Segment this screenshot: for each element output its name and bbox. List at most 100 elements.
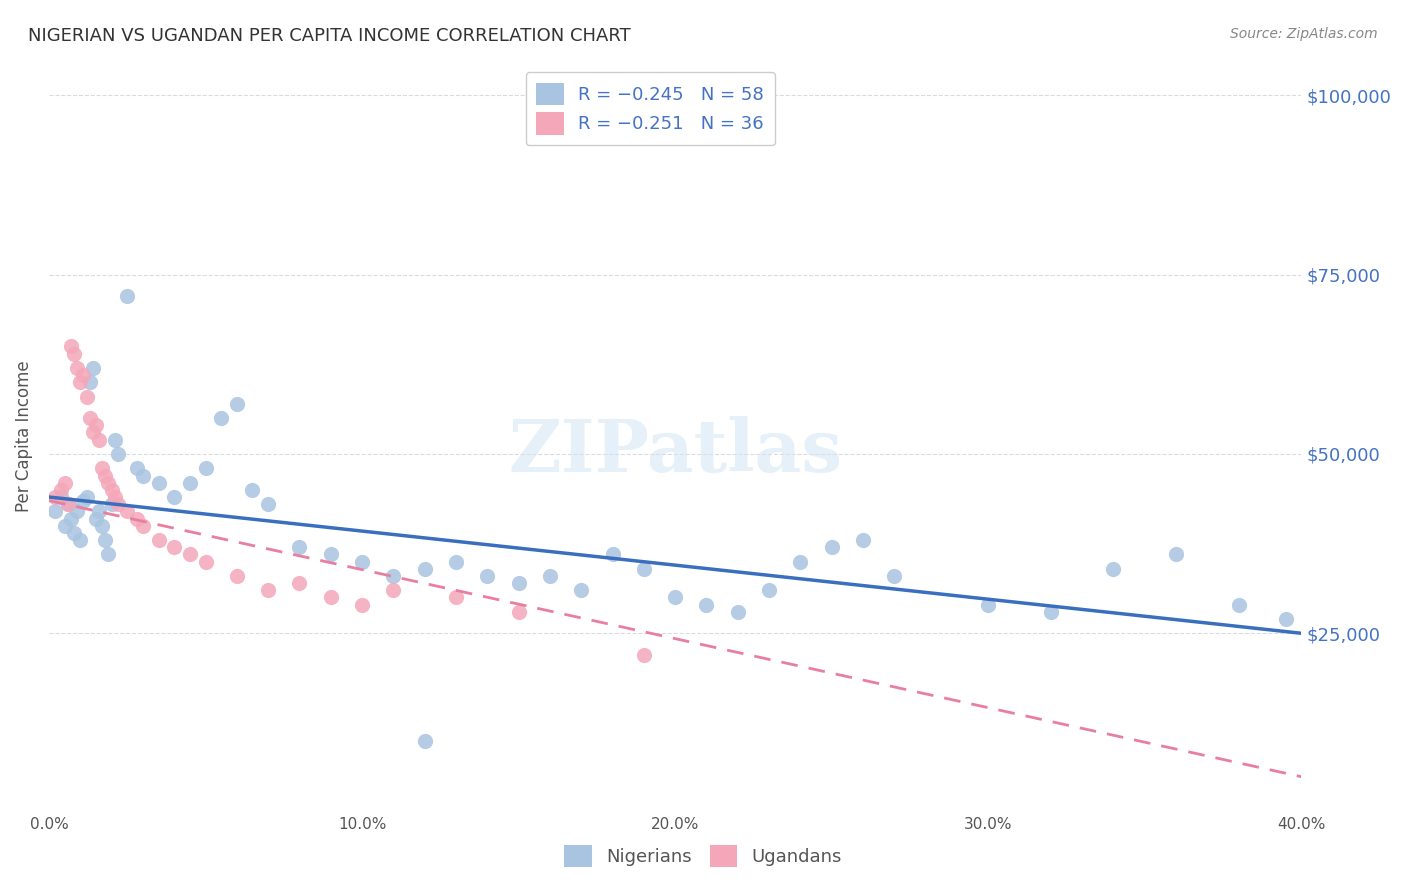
Point bbox=[56, 497, 79, 511]
Point bbox=[1164, 548, 1187, 562]
Point bbox=[84, 511, 107, 525]
Point bbox=[538, 569, 561, 583]
Point bbox=[91, 461, 114, 475]
Point bbox=[44, 504, 66, 518]
Point bbox=[51, 490, 73, 504]
Point bbox=[79, 411, 101, 425]
Point bbox=[508, 576, 530, 591]
Point bbox=[72, 493, 94, 508]
Point bbox=[94, 468, 117, 483]
Point bbox=[69, 376, 91, 390]
Point bbox=[63, 525, 86, 540]
Point bbox=[977, 598, 1000, 612]
Point bbox=[1227, 598, 1250, 612]
Point bbox=[125, 461, 148, 475]
Point bbox=[107, 497, 129, 511]
Point bbox=[132, 468, 155, 483]
Point bbox=[163, 540, 186, 554]
Point bbox=[82, 360, 104, 375]
Point bbox=[53, 518, 76, 533]
Point bbox=[413, 562, 436, 576]
Point bbox=[72, 368, 94, 383]
Point bbox=[444, 555, 467, 569]
Point bbox=[79, 376, 101, 390]
Point bbox=[97, 548, 120, 562]
Point bbox=[225, 397, 247, 411]
Point bbox=[319, 591, 342, 605]
Point bbox=[87, 504, 110, 518]
Point bbox=[94, 533, 117, 547]
Point bbox=[242, 483, 264, 497]
Point bbox=[107, 447, 129, 461]
Point bbox=[382, 583, 405, 598]
Point bbox=[821, 540, 844, 554]
Point bbox=[758, 583, 780, 598]
Point bbox=[883, 569, 905, 583]
Point bbox=[56, 497, 79, 511]
Point bbox=[53, 475, 76, 490]
Point bbox=[69, 533, 91, 547]
Point bbox=[852, 533, 875, 547]
Legend: Nigerians, Ugandans: Nigerians, Ugandans bbox=[557, 838, 849, 874]
Point bbox=[664, 591, 686, 605]
Point bbox=[104, 433, 127, 447]
Point bbox=[352, 598, 374, 612]
Point bbox=[148, 475, 170, 490]
Point bbox=[51, 483, 73, 497]
Point bbox=[59, 339, 82, 353]
Point bbox=[789, 555, 811, 569]
Point bbox=[97, 475, 120, 490]
Point bbox=[508, 605, 530, 619]
Point bbox=[66, 504, 89, 518]
Point bbox=[179, 548, 201, 562]
Point bbox=[82, 425, 104, 440]
Point bbox=[413, 734, 436, 748]
Point bbox=[179, 475, 201, 490]
Point bbox=[257, 583, 280, 598]
Point bbox=[319, 548, 342, 562]
Point bbox=[125, 511, 148, 525]
Point bbox=[194, 461, 217, 475]
Point bbox=[100, 497, 122, 511]
Point bbox=[91, 518, 114, 533]
Point bbox=[63, 346, 86, 360]
Point bbox=[84, 418, 107, 433]
Point bbox=[104, 490, 127, 504]
Y-axis label: Per Capita Income: Per Capita Income bbox=[15, 360, 32, 512]
Point bbox=[100, 483, 122, 497]
Point bbox=[76, 490, 98, 504]
Point bbox=[288, 576, 311, 591]
Text: NIGERIAN VS UGANDAN PER CAPITA INCOME CORRELATION CHART: NIGERIAN VS UGANDAN PER CAPITA INCOME CO… bbox=[28, 27, 631, 45]
Point bbox=[569, 583, 592, 598]
Point bbox=[633, 562, 655, 576]
Point bbox=[148, 533, 170, 547]
Point bbox=[59, 511, 82, 525]
Point bbox=[1039, 605, 1062, 619]
Point bbox=[1274, 612, 1296, 626]
Legend: R = −0.245   N = 58, R = −0.251   N = 36: R = −0.245 N = 58, R = −0.251 N = 36 bbox=[526, 72, 775, 145]
Point bbox=[633, 648, 655, 662]
Point bbox=[477, 569, 499, 583]
Point bbox=[602, 548, 624, 562]
Point bbox=[209, 411, 232, 425]
Point bbox=[382, 569, 405, 583]
Point bbox=[444, 591, 467, 605]
Point bbox=[352, 555, 374, 569]
Point bbox=[115, 504, 138, 518]
Point bbox=[87, 433, 110, 447]
Point bbox=[163, 490, 186, 504]
Text: ZIPatlas: ZIPatlas bbox=[508, 416, 842, 487]
Point bbox=[225, 569, 247, 583]
Point bbox=[288, 540, 311, 554]
Point bbox=[695, 598, 717, 612]
Point bbox=[257, 497, 280, 511]
Point bbox=[76, 390, 98, 404]
Point bbox=[44, 490, 66, 504]
Point bbox=[132, 518, 155, 533]
Point bbox=[727, 605, 749, 619]
Text: Source: ZipAtlas.com: Source: ZipAtlas.com bbox=[1230, 27, 1378, 41]
Point bbox=[1102, 562, 1125, 576]
Point bbox=[194, 555, 217, 569]
Point bbox=[66, 360, 89, 375]
Point bbox=[115, 289, 138, 303]
